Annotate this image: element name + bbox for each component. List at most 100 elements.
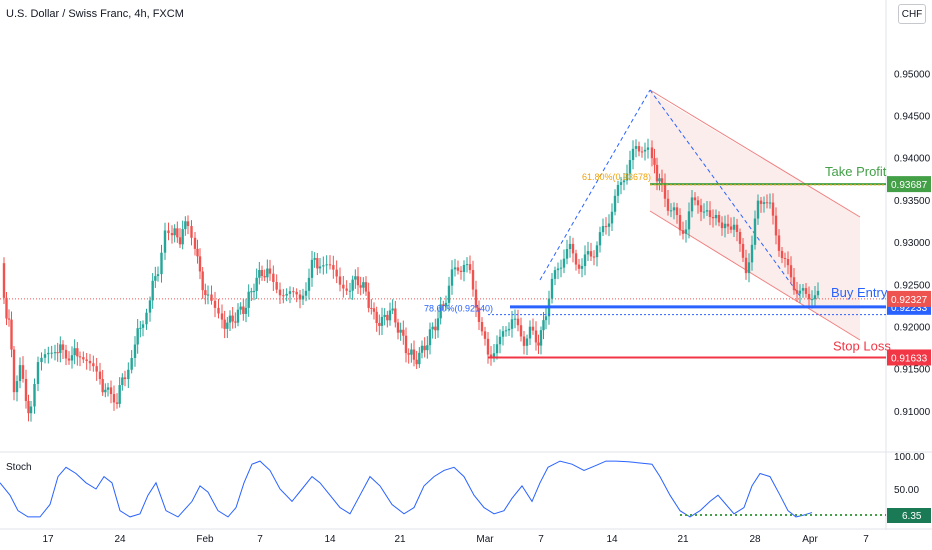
- candle-body: [313, 258, 316, 260]
- candle-body: [85, 359, 88, 361]
- candle-body: [447, 285, 451, 303]
- candle-body: [525, 338, 529, 346]
- candle-body: [275, 282, 278, 290]
- candle-body: [304, 290, 308, 296]
- candle-body: [513, 318, 517, 320]
- currency-badge[interactable]: CHF: [898, 4, 926, 24]
- candle-body: [383, 314, 386, 317]
- candle-body: [477, 307, 481, 323]
- candle-body: [684, 229, 688, 234]
- candle-body: [738, 231, 742, 244]
- candle-body: [720, 222, 724, 229]
- candle-body: [474, 289, 478, 308]
- candle-body: [553, 270, 557, 279]
- fib-786-label: 78.60%(0.92140): [424, 304, 493, 314]
- candle-body: [351, 279, 354, 291]
- candle-body: [699, 205, 703, 213]
- candle-body: [528, 326, 532, 339]
- candle-body: [250, 291, 253, 293]
- candle-body: [318, 266, 322, 269]
- candle-body: [73, 348, 76, 356]
- candle-body: [307, 277, 311, 291]
- candle-body: [335, 269, 338, 277]
- candle-body: [762, 202, 766, 204]
- time-tick-label: 28: [749, 534, 761, 545]
- candle-body: [571, 243, 575, 254]
- candle-body: [67, 358, 71, 361]
- candle-body: [391, 308, 394, 311]
- candle-body: [328, 264, 332, 266]
- candle-body: [613, 195, 617, 212]
- candle-body: [109, 387, 113, 395]
- candle-body: [741, 243, 745, 258]
- candle-body: [687, 211, 691, 230]
- candle-body: [759, 200, 763, 204]
- candle-body: [658, 178, 661, 182]
- candle-body: [10, 319, 13, 350]
- candle-body: [412, 349, 416, 360]
- candle-body: [173, 228, 176, 236]
- candle-body: [226, 322, 229, 329]
- stop-loss-price: 0.91633: [891, 353, 928, 364]
- candle-body: [160, 252, 163, 275]
- time-tick-label: Feb: [196, 534, 214, 545]
- candle-body: [252, 290, 256, 292]
- candle-body: [498, 336, 502, 345]
- candle-body: [204, 290, 207, 296]
- candle-body: [378, 323, 381, 326]
- candle-body: [170, 233, 174, 236]
- candle-body: [663, 182, 667, 199]
- candle-body: [562, 258, 566, 268]
- candle-body: [653, 158, 656, 165]
- candle-body: [364, 282, 368, 292]
- time-tick-label: 7: [257, 534, 263, 545]
- candle-body: [601, 226, 605, 233]
- candle-body: [64, 349, 68, 359]
- candle-body: [388, 310, 392, 321]
- candle-body: [586, 251, 590, 255]
- candle-body: [136, 328, 139, 345]
- candle-body: [816, 290, 820, 296]
- candle-body: [592, 256, 596, 258]
- price-tick-label: 0.95000: [894, 69, 931, 80]
- candle-body: [717, 214, 721, 223]
- candle-body: [780, 250, 784, 259]
- time-tick-label: 14: [324, 534, 336, 545]
- candle-body: [522, 336, 526, 346]
- candle-body: [396, 322, 400, 333]
- candle-body: [40, 357, 43, 363]
- candle-body: [711, 217, 715, 219]
- candle-body: [130, 357, 133, 370]
- candle-body: [154, 276, 157, 281]
- candle-body: [804, 288, 808, 294]
- time-tick-label: 21: [677, 534, 689, 545]
- candle-body: [669, 210, 673, 212]
- candle-body: [278, 289, 282, 296]
- time-tick-label: 17: [42, 534, 54, 545]
- candle-body: [783, 258, 787, 260]
- candle-body: [236, 309, 240, 323]
- candle-body: [148, 300, 152, 313]
- candle-body: [359, 285, 362, 288]
- candle-body: [580, 266, 584, 269]
- candle-body: [325, 264, 328, 266]
- candle-body: [7, 318, 11, 320]
- candle-body: [756, 200, 760, 219]
- candle-body: [468, 264, 472, 271]
- candle-body: [50, 352, 53, 354]
- candle-body: [298, 294, 302, 300]
- candle-body: [534, 330, 538, 343]
- candle-body: [141, 324, 145, 328]
- candle-body: [213, 300, 217, 308]
- candle-body: [559, 267, 563, 269]
- candle-body: [643, 149, 647, 152]
- candle-body: [47, 352, 50, 355]
- price-tick-label: 0.93500: [894, 196, 931, 207]
- candle-body: [21, 365, 25, 379]
- candle-body: [426, 345, 429, 351]
- candle-body: [750, 244, 754, 263]
- candle-body: [483, 331, 487, 339]
- price-tick-label: 0.94000: [894, 154, 931, 165]
- candle-body: [301, 295, 305, 300]
- candle-body: [747, 262, 751, 274]
